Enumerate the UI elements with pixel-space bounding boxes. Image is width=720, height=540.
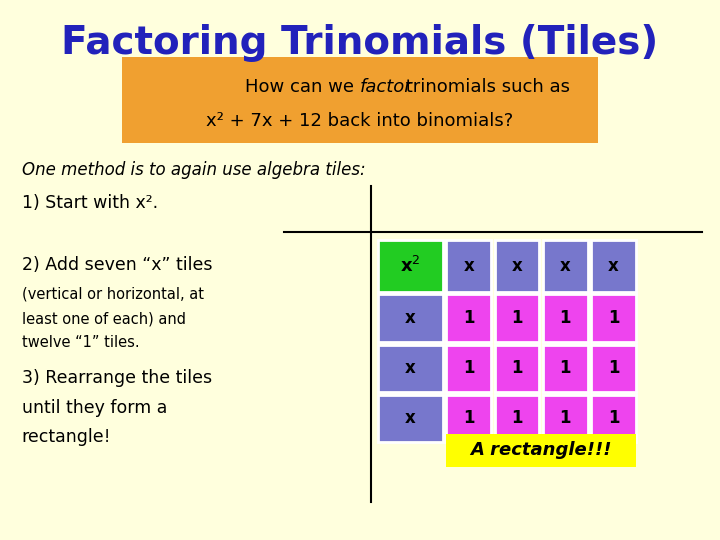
FancyBboxPatch shape xyxy=(446,434,636,467)
FancyBboxPatch shape xyxy=(446,294,491,342)
Text: 1: 1 xyxy=(608,309,619,327)
FancyBboxPatch shape xyxy=(591,395,636,442)
FancyBboxPatch shape xyxy=(591,294,636,342)
Text: x$^2$: x$^2$ xyxy=(400,256,420,276)
Text: (vertical or horizontal, at: (vertical or horizontal, at xyxy=(22,287,204,302)
Text: x: x xyxy=(405,309,415,327)
Text: twelve “1” tiles.: twelve “1” tiles. xyxy=(22,335,139,350)
Text: 2) Add seven “x” tiles: 2) Add seven “x” tiles xyxy=(22,255,212,274)
FancyBboxPatch shape xyxy=(378,240,443,292)
Text: least one of each) and: least one of each) and xyxy=(22,311,186,326)
FancyBboxPatch shape xyxy=(543,345,588,392)
Text: x: x xyxy=(464,257,474,275)
Text: 1: 1 xyxy=(559,359,571,377)
Text: 3) Rearrange the tiles: 3) Rearrange the tiles xyxy=(22,369,212,387)
Text: 1: 1 xyxy=(608,359,619,377)
Text: x: x xyxy=(560,257,570,275)
Text: 1: 1 xyxy=(463,409,474,428)
Text: 1: 1 xyxy=(511,359,523,377)
FancyBboxPatch shape xyxy=(495,240,539,292)
Text: trinomials such as: trinomials such as xyxy=(400,78,570,96)
Text: x: x xyxy=(405,409,415,428)
Text: 1: 1 xyxy=(608,409,619,428)
Text: x: x xyxy=(608,257,618,275)
FancyBboxPatch shape xyxy=(446,395,491,442)
Text: One method is to again use algebra tiles:: One method is to again use algebra tiles… xyxy=(22,161,365,179)
Text: 1: 1 xyxy=(463,309,474,327)
Text: factor: factor xyxy=(360,78,413,96)
FancyBboxPatch shape xyxy=(378,395,443,442)
FancyBboxPatch shape xyxy=(378,294,443,342)
Text: rectangle!: rectangle! xyxy=(22,428,111,447)
Text: x² + 7x + 12 back into binomials?: x² + 7x + 12 back into binomials? xyxy=(207,112,513,131)
Text: 1: 1 xyxy=(511,409,523,428)
FancyBboxPatch shape xyxy=(543,294,588,342)
Text: 1) Start with x².: 1) Start with x². xyxy=(22,193,158,212)
Text: 1: 1 xyxy=(559,409,571,428)
FancyBboxPatch shape xyxy=(378,345,443,392)
FancyBboxPatch shape xyxy=(591,345,636,392)
FancyBboxPatch shape xyxy=(446,345,491,392)
FancyBboxPatch shape xyxy=(543,395,588,442)
FancyBboxPatch shape xyxy=(495,395,539,442)
Text: 1: 1 xyxy=(559,309,571,327)
FancyBboxPatch shape xyxy=(122,57,598,143)
Text: x: x xyxy=(512,257,522,275)
FancyBboxPatch shape xyxy=(446,240,491,292)
Text: x: x xyxy=(405,359,415,377)
Text: 1: 1 xyxy=(463,359,474,377)
Text: Factoring Trinomials (Tiles): Factoring Trinomials (Tiles) xyxy=(61,24,659,62)
Text: A rectangle!!!: A rectangle!!! xyxy=(470,441,612,460)
FancyBboxPatch shape xyxy=(591,240,636,292)
Text: How can we: How can we xyxy=(246,78,360,96)
FancyBboxPatch shape xyxy=(543,240,588,292)
Text: until they form a: until they form a xyxy=(22,399,167,417)
Text: 1: 1 xyxy=(511,309,523,327)
FancyBboxPatch shape xyxy=(495,294,539,342)
FancyBboxPatch shape xyxy=(495,345,539,392)
